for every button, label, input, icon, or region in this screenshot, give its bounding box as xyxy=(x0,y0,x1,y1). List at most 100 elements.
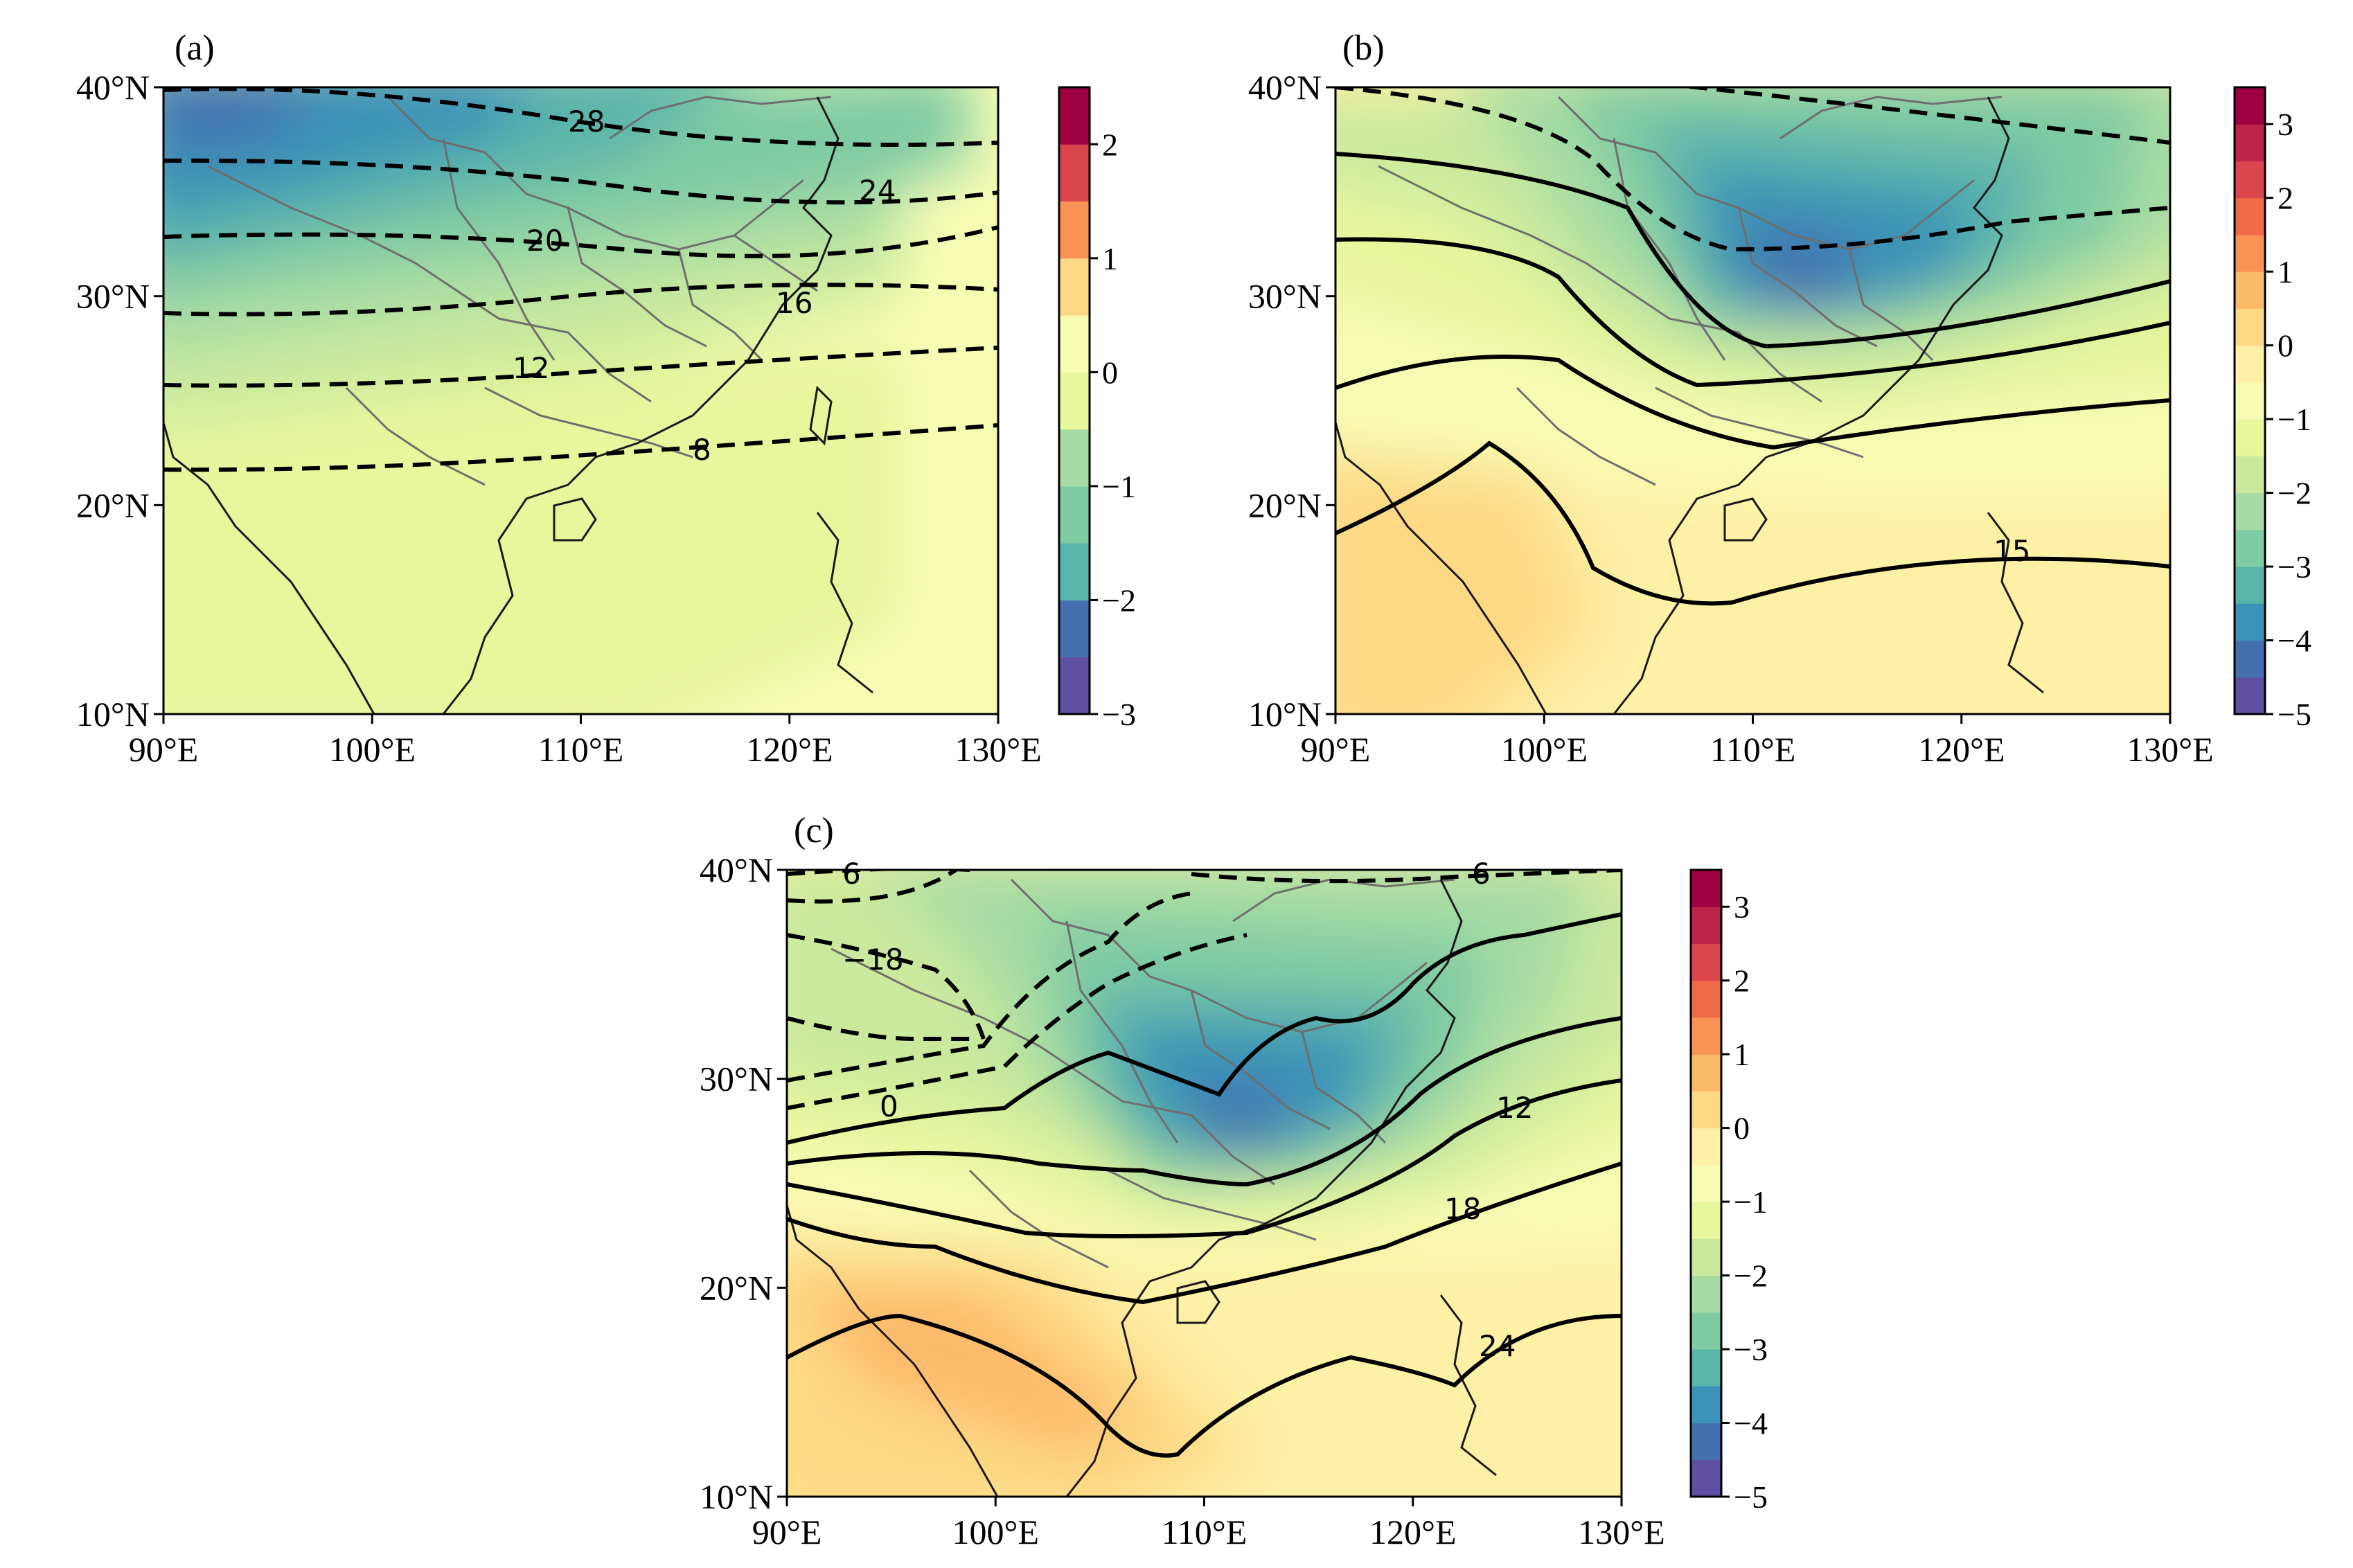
contour-label: 0 xyxy=(880,1089,898,1123)
colorbar-tick-label: −4 xyxy=(1734,1406,1768,1441)
colorbar-segment xyxy=(1059,657,1090,715)
panel-a-borders xyxy=(207,96,832,486)
colorbar-segment xyxy=(2235,677,2265,715)
colorbar-tick-label: −1 xyxy=(1102,469,1136,504)
contour-label: −18 xyxy=(842,943,904,977)
contour-label: 15 xyxy=(1994,534,2030,568)
colorbar-frame xyxy=(1058,86,1091,715)
x-tick-label: 120°E xyxy=(746,730,833,769)
contour-label: 20 xyxy=(526,224,563,258)
y-tick-label: 20°N xyxy=(1248,485,1322,524)
panel-c-map xyxy=(787,870,1622,1497)
colorbar-segment xyxy=(1059,372,1090,430)
colorbar-segment xyxy=(2235,419,2265,456)
colorbar-segment xyxy=(2235,161,2265,199)
panel-c-colorbar: −5 −4 −3 −2 −1 0 1 2 3 xyxy=(1689,868,1768,1515)
colorbar-segment xyxy=(1059,543,1090,600)
colorbar-tick-label: 3 xyxy=(2277,107,2293,142)
y-tick-label: 40°N xyxy=(700,850,773,889)
panel-a-axes: 90°E 100°E 110°E 120°E 130°E 10°N 20°N 30°N 40°N xyxy=(76,68,1042,769)
contour-label: 24 xyxy=(1479,1329,1516,1363)
colorbar-segment xyxy=(1059,144,1090,202)
colorbar-segment xyxy=(2235,382,2265,420)
colorbar-tick-label: −1 xyxy=(1734,1184,1768,1220)
colorbar-segment xyxy=(1059,429,1090,487)
contour-label: 18 xyxy=(1444,1192,1481,1226)
contour-label: 8 xyxy=(693,433,711,467)
colorbar-segment xyxy=(1691,1128,1721,1166)
x-tick-label: 130°E xyxy=(2126,730,2214,769)
panel-b-borders xyxy=(1378,96,2003,486)
colorbar-segment xyxy=(1691,1423,1721,1461)
x-tick-label: 110°E xyxy=(1162,1513,1247,1551)
x-tick-label: 120°E xyxy=(1369,1513,1457,1551)
contour-label: 12 xyxy=(513,351,549,385)
colorbar-segment xyxy=(1691,1202,1721,1239)
contour-label: 12 xyxy=(1496,1091,1533,1125)
x-tick-label: 90°E xyxy=(129,730,199,769)
y-tick-label: 30°N xyxy=(76,277,150,316)
colorbar-segment xyxy=(1691,1275,1721,1313)
colorbar-tick-label: −3 xyxy=(1102,697,1136,732)
colorbar-tick-label: −1 xyxy=(2277,402,2311,437)
colorbar-segment xyxy=(2235,640,2265,678)
x-tick-label: 130°E xyxy=(954,730,1042,769)
panel-c-coast xyxy=(787,879,1497,1497)
panel-c-borders xyxy=(831,878,1455,1269)
panel-c-contour-labels: 6 −18 0 12 18 24 6 xyxy=(842,857,1533,1363)
panel-c-contours xyxy=(787,870,1622,1458)
panel-b-axes: 90°E 100°E 110°E 120°E 130°E 10°N 20°N 30°N 40°N xyxy=(1248,68,2214,769)
colorbar-segment xyxy=(2235,492,2265,531)
y-tick-label: 20°N xyxy=(76,485,150,524)
x-tick-label: 100°E xyxy=(1500,730,1588,769)
colorbar-tick-label: −5 xyxy=(2277,697,2311,732)
panel-b-contour-labels: 15 xyxy=(1994,534,2030,568)
y-tick-label: 10°N xyxy=(700,1477,773,1516)
colorbar-tick-label: 2 xyxy=(1734,963,1750,999)
panel-b-contours xyxy=(1335,87,2170,606)
colorbar-segment xyxy=(1691,1238,1721,1276)
colorbar-segment xyxy=(1059,87,1090,145)
colorbar-segment xyxy=(1059,258,1090,316)
panel-c-axes: 90°E 100°E 110°E 120°E 130°E 10°N 20°N 30°N 40°N xyxy=(700,850,1665,1551)
y-tick-label: 40°N xyxy=(1248,68,1322,107)
colorbar-segment xyxy=(2235,234,2265,272)
colorbar-segment xyxy=(1691,1054,1721,1092)
colorbar-segment xyxy=(2235,529,2265,567)
colorbar-frame xyxy=(1689,868,1723,1498)
x-tick-label: 100°E xyxy=(952,1513,1039,1551)
panel-b-colorbar: −5 −4 −3 −2 −1 0 1 2 3 xyxy=(2233,86,2311,732)
colorbar-segment xyxy=(1059,485,1090,544)
contour-label: 24 xyxy=(859,174,896,208)
colorbar-segment xyxy=(2235,567,2265,604)
panel-a-map xyxy=(163,87,998,714)
colorbar-segment xyxy=(2235,87,2265,125)
colorbar-tick-label: 1 xyxy=(1734,1037,1750,1072)
x-tick-label: 90°E xyxy=(1301,730,1371,769)
y-tick-label: 20°N xyxy=(700,1268,773,1307)
colorbar-segment xyxy=(1691,1459,1721,1497)
colorbar-tick-label: 1 xyxy=(1102,241,1118,276)
colorbar-tick-label: −3 xyxy=(2277,549,2311,585)
panel-a-contours xyxy=(163,87,998,472)
colorbar-tick-label: 2 xyxy=(2277,181,2293,216)
colorbar-segment xyxy=(1691,980,1721,1018)
colorbar-segment xyxy=(1691,907,1721,944)
panel-a-label: (a) xyxy=(175,28,215,68)
x-tick-label: 130°E xyxy=(1578,1513,1665,1551)
colorbar-tick-label: −5 xyxy=(1734,1479,1768,1515)
panel-a-contour-labels: 28 24 20 16 12 8 xyxy=(513,105,896,467)
colorbar-segment xyxy=(2235,197,2265,235)
colorbar-segment xyxy=(2235,271,2265,309)
colorbar-segment xyxy=(1691,1312,1721,1350)
contour-label: 6 xyxy=(1472,857,1491,891)
colorbar-tick-label: −4 xyxy=(2277,623,2311,659)
x-tick-label: 90°E xyxy=(752,1513,822,1551)
colorbar-segment xyxy=(1691,943,1721,981)
colorbar-segment xyxy=(1691,1017,1721,1055)
colorbar-segment xyxy=(1691,1091,1721,1129)
colorbar-segment xyxy=(1059,315,1090,373)
panel-a-colorbar: −3 −2 −1 0 1 2 xyxy=(1058,86,1136,732)
colorbar-tick-label: 0 xyxy=(1102,355,1118,390)
colorbar-tick-label: 0 xyxy=(2277,328,2293,364)
